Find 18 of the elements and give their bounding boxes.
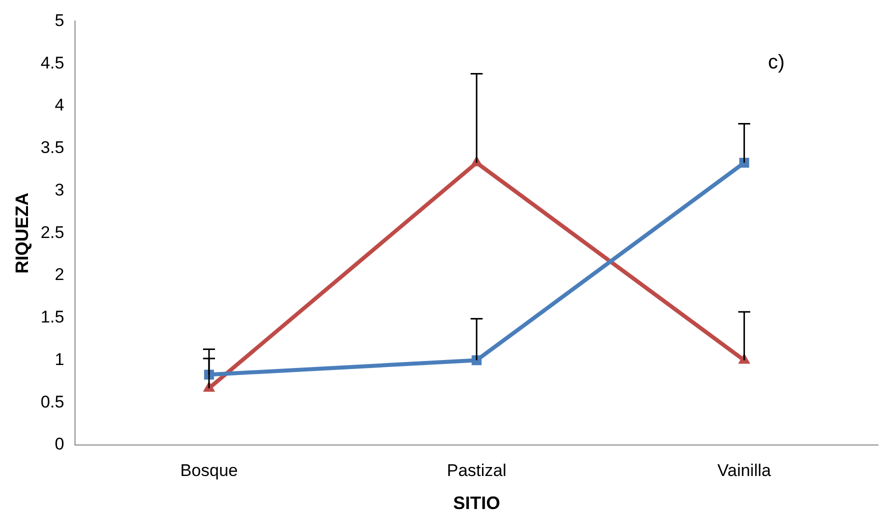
x-tick-label: Pastizal [446,460,506,480]
y-tick-label: 2.5 [40,222,64,242]
annotation: c) [768,52,785,74]
y-tick-label: 0.5 [40,392,64,412]
y-tick-label: 3 [54,180,64,200]
y-axis-title: RIQUEZA [12,192,32,274]
y-tick-label: 5 [54,10,64,30]
y-tick-label: 4 [54,96,64,115]
x-axis-title: SITIO [453,493,500,514]
y-tick-label: 1.5 [40,308,64,327]
x-tick-label: Vainilla [717,460,772,480]
y-tick-label: 2 [54,265,64,284]
point [472,355,482,366]
x-tick-label: Bosque [180,460,238,480]
y-tick-label: 1 [54,350,64,369]
y-tick-label: 4.5 [40,53,64,72]
y-tick-label: 3.5 [40,138,64,158]
y-tick-label: 0 [54,434,64,454]
